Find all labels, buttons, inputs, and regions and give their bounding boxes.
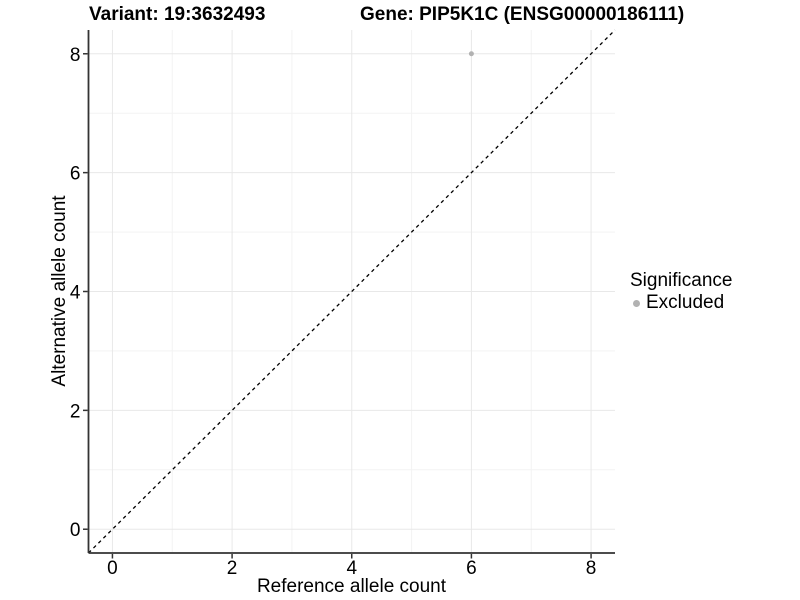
svg-text:6: 6 — [70, 164, 81, 185]
excluded-point-swatch — [633, 299, 640, 307]
y-tick-labels: 0 2 4 6 8 — [70, 45, 81, 541]
svg-text:6: 6 — [466, 558, 477, 579]
svg-text:4: 4 — [346, 558, 357, 579]
legend-title: Significance — [630, 270, 733, 291]
data-points — [468, 51, 474, 57]
identity-line — [88, 29, 616, 554]
svg-text:2: 2 — [70, 401, 81, 422]
legend-item-label: Excluded — [646, 291, 725, 313]
y-axis-title: Alternative allele count — [49, 195, 70, 387]
legend: Significance Excluded — [630, 270, 732, 313]
svg-text:2: 2 — [227, 558, 238, 579]
axis-lines — [87, 30, 615, 554]
data-point — [468, 51, 474, 57]
axis-ticks — [83, 53, 592, 559]
svg-text:4: 4 — [70, 283, 81, 304]
variant-title: Variant: 19:3632493 — [89, 4, 266, 25]
svg-text:0: 0 — [107, 558, 118, 579]
legend-item-excluded: Excluded — [630, 292, 732, 313]
svg-text:8: 8 — [70, 45, 81, 66]
x-tick-labels: 0 2 4 6 8 — [107, 558, 596, 579]
svg-text:0: 0 — [70, 520, 81, 541]
gene-title: Gene: PIP5K1C (ENSG00000186111) — [360, 4, 685, 25]
svg-text:8: 8 — [586, 558, 597, 579]
x-axis-title: Reference allele count — [256, 576, 447, 597]
